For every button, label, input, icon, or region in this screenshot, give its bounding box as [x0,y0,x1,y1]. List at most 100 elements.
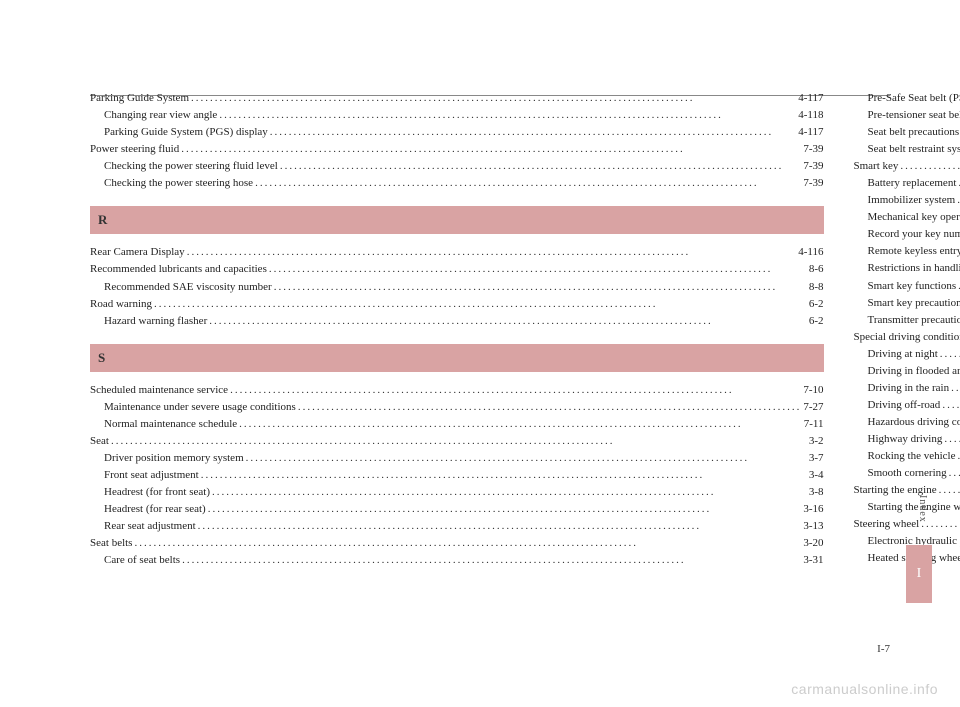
index-entry: Recommended SAE viscosity number 8-8 [90,279,824,296]
index-entry: Driving at night 5-97 [854,346,960,363]
entry-page: 3-7 [809,450,824,467]
entry-label: Checking the power steering hose [104,175,253,192]
entry-label: Parking Guide System [90,90,189,107]
index-entry: Special driving conditions 5-96 [854,329,960,346]
entry-label: Checking the power steering fluid level [104,158,278,175]
dot-leader [296,399,804,416]
index-entry: Hazardous driving conditions 5-96 [854,414,960,431]
index-entry: Scheduled maintenance service 7-10 [90,382,824,399]
dot-leader [244,450,809,467]
index-entry: Headrest (for rear seat) 3-16 [90,501,824,518]
entry-label: Care of seat belts [104,552,180,569]
entry-page: 6-2 [809,313,824,330]
index-entry: Highway driving 5-99 [854,431,960,448]
index-entry: Parking Guide System (PGS) display 4-117 [90,124,824,141]
dot-leader [955,192,960,209]
dot-leader [180,552,803,569]
left-column: Parking Guide System 4-117Changing rear … [90,90,824,569]
dot-leader [189,90,798,107]
entry-page: 3-4 [809,467,824,484]
entry-label: Road warning [90,296,152,313]
dot-leader [942,431,960,448]
index-entry: Recommended lubricants and capacities 8-… [90,261,824,278]
index-entry: Seat 3-2 [90,433,824,450]
dot-leader [278,158,804,175]
index-entry: Checking the power steering fluid level … [90,158,824,175]
watermark: carmanualsonline.info [791,681,938,697]
index-entry: Rear seat adjustment 3-13 [90,518,824,535]
dot-leader [210,484,809,501]
index-entry: Front seat adjustment 3-4 [90,467,824,484]
entry-label: Recommended SAE viscosity number [104,279,272,296]
index-entry: Seat belt precautions 3-29 [854,124,960,141]
entry-label: Headrest (for rear seat) [104,501,206,518]
dot-leader [179,141,803,158]
dot-leader [253,175,803,192]
entry-label: Headrest (for front seat) [104,484,210,501]
entry-page: 3-16 [803,501,823,518]
dot-leader [207,313,809,330]
entry-page: 4-117 [798,124,823,141]
section-header: R [90,206,824,234]
entry-label: Highway driving [868,431,943,448]
dot-leader [217,107,798,124]
dot-leader [199,467,809,484]
dot-leader [937,482,960,499]
dot-leader [267,261,809,278]
entry-label: Power steering fluid [90,141,179,158]
entry-label: Driving in the rain [868,380,950,397]
dot-leader [898,158,960,175]
dot-leader [196,518,804,535]
entry-page: 3-20 [803,535,823,552]
index-entry: Driving off-road 5-99 [854,397,960,414]
entry-label: Smart key functions [868,278,957,295]
dot-leader [206,501,804,518]
entry-label: Driving off-road [868,397,941,414]
index-entry: Pre-Safe Seat belt (PSB) 3-28 [854,90,960,107]
entry-label: Driver position memory system [104,450,244,467]
index-entry: Rocking the vehicle 5-96 [854,448,960,465]
entry-page: 3-13 [803,518,823,535]
index-entry: Starting the engine 5-9 [854,482,960,499]
entry-page: 3-8 [809,484,824,501]
entry-label: Pre-Safe Seat belt (PSB) [868,90,960,107]
side-section-label: Index [917,495,928,523]
index-entry: Mechanical key operations 4-11 [854,209,960,226]
index-entry: Restrictions in handling keys 4-12 [854,260,960,277]
index-entry: Power steering fluid 7-39 [90,141,824,158]
entry-label: Hazardous driving conditions [868,414,960,431]
entry-label: Starting the engine with a smart key [868,499,960,516]
index-entry: Smart key precautions 4-6 [854,295,960,312]
index-entry: Pre-tensioner seat belt 3-25 [854,107,960,124]
dot-leader [272,279,809,296]
entry-label: Pre-tensioner seat belt [868,107,960,124]
dot-leader [955,448,960,465]
page-number: I-7 [877,643,890,655]
index-entry: Driving in flooded areas 5-98 [854,363,960,380]
index-entry: Driving in the rain 5-98 [854,380,960,397]
index-entry: Maintenance under severe usage condition… [90,399,824,416]
entry-label: Mechanical key operations [868,209,960,226]
dot-leader [268,124,798,141]
entry-label: Seat [90,433,109,450]
entry-label: Special driving conditions [854,329,960,346]
entry-page: 7-39 [803,141,823,158]
entry-label: Smart key [854,158,899,175]
entry-label: Battery replacement [868,175,957,192]
dot-leader [185,244,799,261]
index-entry: Normal maintenance schedule 7-11 [90,416,824,433]
entry-page: 4-117 [798,90,823,107]
entry-page: 7-39 [803,175,823,192]
entry-page: 8-8 [809,279,824,296]
entry-label: Driving in flooded areas [868,363,960,380]
index-entry: Parking Guide System 4-117 [90,90,824,107]
index-entry: Driver position memory system 3-7 [90,450,824,467]
entry-label: Record your key number [868,226,960,243]
entry-page: 7-39 [803,158,823,175]
entry-label: Seat belt restraint system [868,141,960,158]
index-entry: Remote keyless entry system operations 4… [854,243,960,260]
dot-leader [237,416,804,433]
index-entry: Seat belt restraint system 3-20 [854,141,960,158]
index-entry: Care of seat belts 3-31 [90,552,824,569]
entry-label: Smart key precautions [868,295,960,312]
